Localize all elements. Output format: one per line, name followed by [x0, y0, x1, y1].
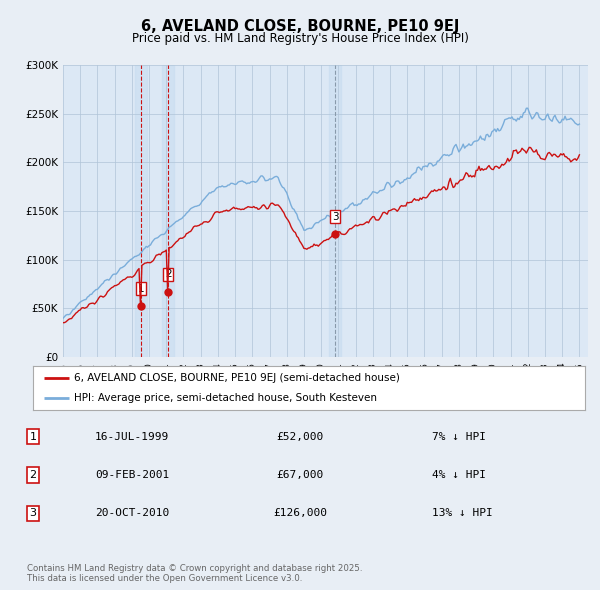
Text: 3: 3 — [332, 212, 338, 222]
Text: £126,000: £126,000 — [273, 509, 327, 518]
Text: Contains HM Land Registry data © Crown copyright and database right 2025.
This d: Contains HM Land Registry data © Crown c… — [27, 563, 362, 583]
Text: 1: 1 — [29, 432, 37, 441]
Text: £67,000: £67,000 — [277, 470, 323, 480]
Text: 2: 2 — [165, 269, 172, 279]
Text: 20-OCT-2010: 20-OCT-2010 — [95, 509, 169, 518]
Text: 3: 3 — [29, 509, 37, 518]
Text: 4% ↓ HPI: 4% ↓ HPI — [432, 470, 486, 480]
Text: 6, AVELAND CLOSE, BOURNE, PE10 9EJ (semi-detached house): 6, AVELAND CLOSE, BOURNE, PE10 9EJ (semi… — [74, 373, 400, 383]
Text: 13% ↓ HPI: 13% ↓ HPI — [432, 509, 493, 518]
Text: Price paid vs. HM Land Registry's House Price Index (HPI): Price paid vs. HM Land Registry's House … — [131, 32, 469, 45]
Text: 7% ↓ HPI: 7% ↓ HPI — [432, 432, 486, 441]
Text: HPI: Average price, semi-detached house, South Kesteven: HPI: Average price, semi-detached house,… — [74, 393, 377, 403]
Text: 2: 2 — [29, 470, 37, 480]
Text: 1: 1 — [138, 284, 145, 294]
Bar — [162, 65, 174, 357]
Bar — [329, 65, 341, 357]
Text: 09-FEB-2001: 09-FEB-2001 — [95, 470, 169, 480]
Text: £52,000: £52,000 — [277, 432, 323, 441]
Text: 16-JUL-1999: 16-JUL-1999 — [95, 432, 169, 441]
Bar — [135, 65, 147, 357]
Text: 6, AVELAND CLOSE, BOURNE, PE10 9EJ: 6, AVELAND CLOSE, BOURNE, PE10 9EJ — [141, 19, 459, 34]
